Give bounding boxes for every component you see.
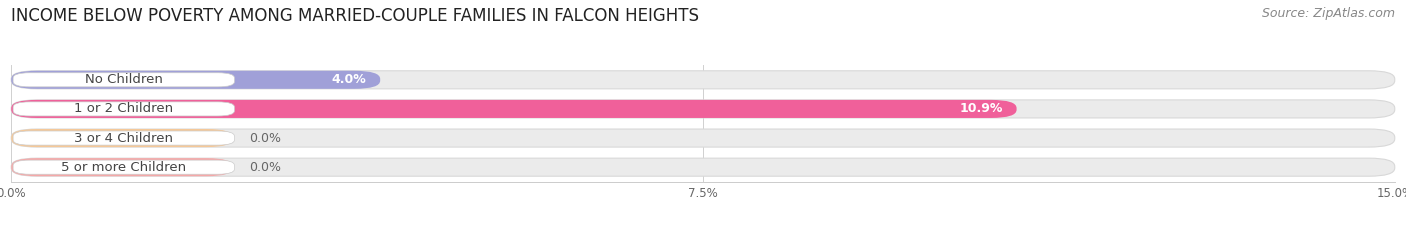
FancyBboxPatch shape bbox=[11, 129, 232, 147]
Text: 0.0%: 0.0% bbox=[249, 132, 281, 144]
Text: 10.9%: 10.9% bbox=[959, 103, 1002, 115]
Text: 5 or more Children: 5 or more Children bbox=[62, 161, 187, 174]
Text: 0.0%: 0.0% bbox=[249, 161, 281, 174]
FancyBboxPatch shape bbox=[11, 100, 1017, 118]
FancyBboxPatch shape bbox=[13, 102, 235, 116]
Text: INCOME BELOW POVERTY AMONG MARRIED-COUPLE FAMILIES IN FALCON HEIGHTS: INCOME BELOW POVERTY AMONG MARRIED-COUPL… bbox=[11, 7, 699, 25]
FancyBboxPatch shape bbox=[11, 129, 1395, 147]
Text: No Children: No Children bbox=[84, 73, 163, 86]
FancyBboxPatch shape bbox=[11, 158, 1395, 176]
FancyBboxPatch shape bbox=[11, 100, 1395, 118]
FancyBboxPatch shape bbox=[13, 73, 235, 87]
FancyBboxPatch shape bbox=[11, 158, 232, 176]
FancyBboxPatch shape bbox=[13, 160, 235, 174]
FancyBboxPatch shape bbox=[11, 71, 380, 89]
FancyBboxPatch shape bbox=[13, 131, 235, 145]
Text: 3 or 4 Children: 3 or 4 Children bbox=[75, 132, 173, 144]
FancyBboxPatch shape bbox=[11, 71, 1395, 89]
Text: Source: ZipAtlas.com: Source: ZipAtlas.com bbox=[1261, 7, 1395, 20]
Text: 1 or 2 Children: 1 or 2 Children bbox=[75, 103, 173, 115]
Text: 4.0%: 4.0% bbox=[332, 73, 367, 86]
